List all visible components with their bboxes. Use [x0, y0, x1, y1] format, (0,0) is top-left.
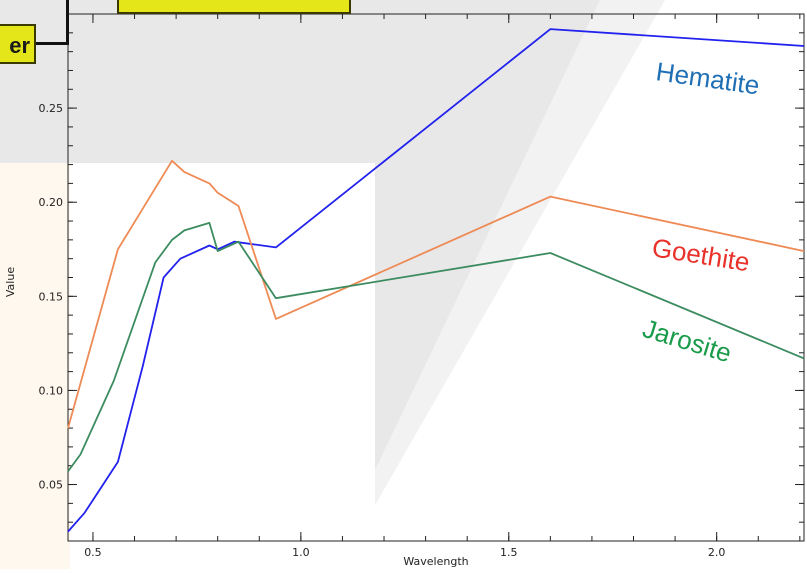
y-tick-label: 0.20: [39, 196, 64, 209]
x-tick-label: 1.0: [292, 546, 310, 559]
white-wedge-edge: [375, 0, 665, 505]
series-label-hematite: Hematite: [654, 56, 761, 100]
x-tick-label: 2.0: [708, 546, 726, 559]
y-tick-label: 0.10: [39, 384, 64, 397]
grey-band: [0, 0, 420, 163]
series-label-jarosite: Jarosite: [639, 313, 735, 368]
x-axis-label: Wavelength: [403, 555, 468, 568]
series-label-goethite: Goethite: [650, 232, 752, 277]
series-line-goethite: [67, 159, 805, 429]
y-tick-label: 0.25: [39, 102, 64, 115]
callout-label: er: [0, 24, 36, 64]
callout-connector-vertical: [66, 0, 69, 45]
x-tick-label: 0.5: [84, 546, 102, 559]
background-overlay: [0, 0, 665, 569]
x-tick-label: 1.5: [500, 546, 518, 559]
series-line-jarosite: [67, 221, 805, 472]
callout-box-top: [117, 0, 351, 14]
series-line-hematite: [67, 28, 805, 533]
y-axis-label: Value: [4, 267, 17, 297]
y-tick-label: 0.15: [39, 290, 64, 303]
left-warm-band: [0, 160, 70, 569]
y-tick-label: 0.05: [39, 479, 64, 492]
callout-connector-horizontal: [36, 42, 69, 45]
